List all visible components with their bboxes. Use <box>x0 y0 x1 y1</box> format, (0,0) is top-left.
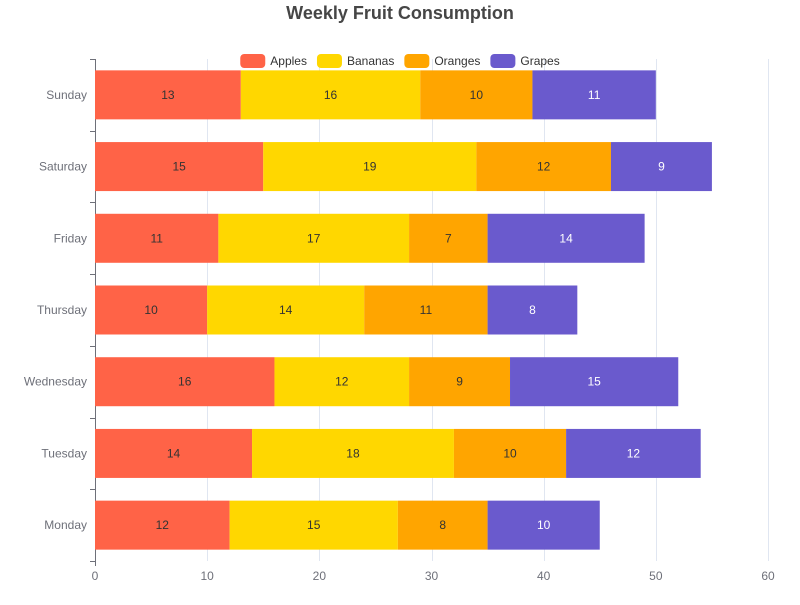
bar-value-label: 14 <box>167 446 181 460</box>
x-tick-label: 60 <box>761 569 775 583</box>
bar-value-label: 8 <box>439 518 446 532</box>
legend-label: Oranges <box>434 54 480 68</box>
y-category-label: Thursday <box>37 303 87 317</box>
y-category-label: Wednesday <box>24 375 87 389</box>
bar-value-label: 16 <box>324 88 338 102</box>
bar-segment[interactable] <box>95 500 230 550</box>
bar-segment[interactable] <box>487 285 578 335</box>
bar-segment[interactable] <box>453 428 567 478</box>
bar-segment[interactable] <box>95 142 264 192</box>
bar-value-label: 14 <box>279 303 293 317</box>
bar-value-label: 15 <box>587 375 601 389</box>
bar-segment[interactable] <box>252 428 454 478</box>
legend-label: Bananas <box>347 54 394 68</box>
bar-segment[interactable] <box>364 285 488 335</box>
bar-value-label: 9 <box>658 160 665 174</box>
bar-segment[interactable] <box>95 285 208 335</box>
bar-value-label: 12 <box>335 375 349 389</box>
bar-segment[interactable] <box>218 213 410 263</box>
bar-segment[interactable] <box>487 500 600 550</box>
legend-item[interactable]: Oranges <box>404 54 480 68</box>
x-tick-label: 30 <box>425 569 439 583</box>
bar-value-label: 9 <box>456 375 463 389</box>
axes: 0 10 20 30 40 50 60 Monday Tuesday Wednesday Thurs… <box>24 59 775 583</box>
bar-segment[interactable] <box>487 213 645 263</box>
x-tick-label: 0 <box>92 569 99 583</box>
y-category-label: Friday <box>54 231 87 245</box>
x-tick-label: 40 <box>537 569 551 583</box>
bar-segment[interactable] <box>263 142 477 192</box>
bar-value-label: 11 <box>420 303 433 317</box>
bar-value-label: 11 <box>150 231 163 245</box>
bar-value-label: 8 <box>529 303 536 317</box>
y-category-label: Tuesday <box>41 446 87 460</box>
bar-segment[interactable] <box>566 428 701 478</box>
x-tick-label: 10 <box>200 569 214 583</box>
legend-item[interactable]: Bananas <box>316 54 394 68</box>
bar-value-label: 15 <box>172 160 186 174</box>
bar-segment[interactable] <box>409 213 488 263</box>
bar-value-label: 10 <box>470 88 484 102</box>
legend-swatch <box>316 54 342 68</box>
bar-segment[interactable] <box>274 357 410 407</box>
bar-value-label: 10 <box>144 303 158 317</box>
legend-swatch <box>490 54 516 68</box>
bar-value-label: 7 <box>445 231 452 245</box>
bar-value-label: 17 <box>307 231 321 245</box>
y-category-label: Monday <box>44 518 87 532</box>
bar-segment[interactable] <box>95 213 219 263</box>
y-category-label: Sunday <box>46 88 87 102</box>
x-tick-label: 50 <box>649 569 663 583</box>
bar-segment[interactable] <box>229 500 398 550</box>
bar-segment[interactable] <box>95 428 253 478</box>
bar-value-label: 16 <box>178 375 192 389</box>
legend[interactable]: Apples Bananas Oranges Grapes <box>240 54 560 68</box>
bar-segment[interactable] <box>95 70 241 120</box>
bar-value-label: 12 <box>156 518 170 532</box>
bar-segment[interactable] <box>95 357 275 407</box>
legend-swatch <box>240 54 266 68</box>
bar-value-label: 19 <box>363 160 377 174</box>
bar-segment[interactable] <box>409 357 511 407</box>
bar-segment[interactable] <box>420 70 533 120</box>
bar-segment[interactable] <box>240 70 421 120</box>
bar-segment[interactable] <box>510 357 679 407</box>
bar-segment[interactable] <box>476 142 611 192</box>
bar-value-label: 13 <box>161 88 175 102</box>
bar-value-label: 12 <box>627 446 641 460</box>
bar-segment[interactable] <box>610 142 712 192</box>
y-category-label: Saturday <box>39 160 87 174</box>
legend-label: Apples <box>270 54 307 68</box>
bar-value-label: 10 <box>503 446 517 460</box>
bar-value-label: 12 <box>537 160 551 174</box>
bar-value-label: 10 <box>537 518 551 532</box>
bar-segment[interactable] <box>207 285 365 335</box>
bar-value-label: 15 <box>307 518 321 532</box>
bar-value-label: 11 <box>588 88 601 102</box>
bar-segment[interactable] <box>397 500 488 550</box>
legend-item[interactable]: Apples <box>240 54 307 68</box>
bars <box>95 70 712 550</box>
legend-swatch <box>404 54 430 68</box>
bar-segment[interactable] <box>532 70 656 120</box>
x-tick-label: 20 <box>313 569 327 583</box>
bar-value-label: 14 <box>559 231 573 245</box>
legend-label: Grapes <box>520 54 559 68</box>
chart-title: Weekly Fruit Consumption <box>286 3 514 23</box>
legend-item[interactable]: Grapes <box>490 54 560 68</box>
bar-value-label: 18 <box>346 446 360 460</box>
data-labels: 12 15 8 10 14 18 10 12 16 12 9 15 10 14 11 8 11 17 7 14 15 19… <box>144 88 665 532</box>
